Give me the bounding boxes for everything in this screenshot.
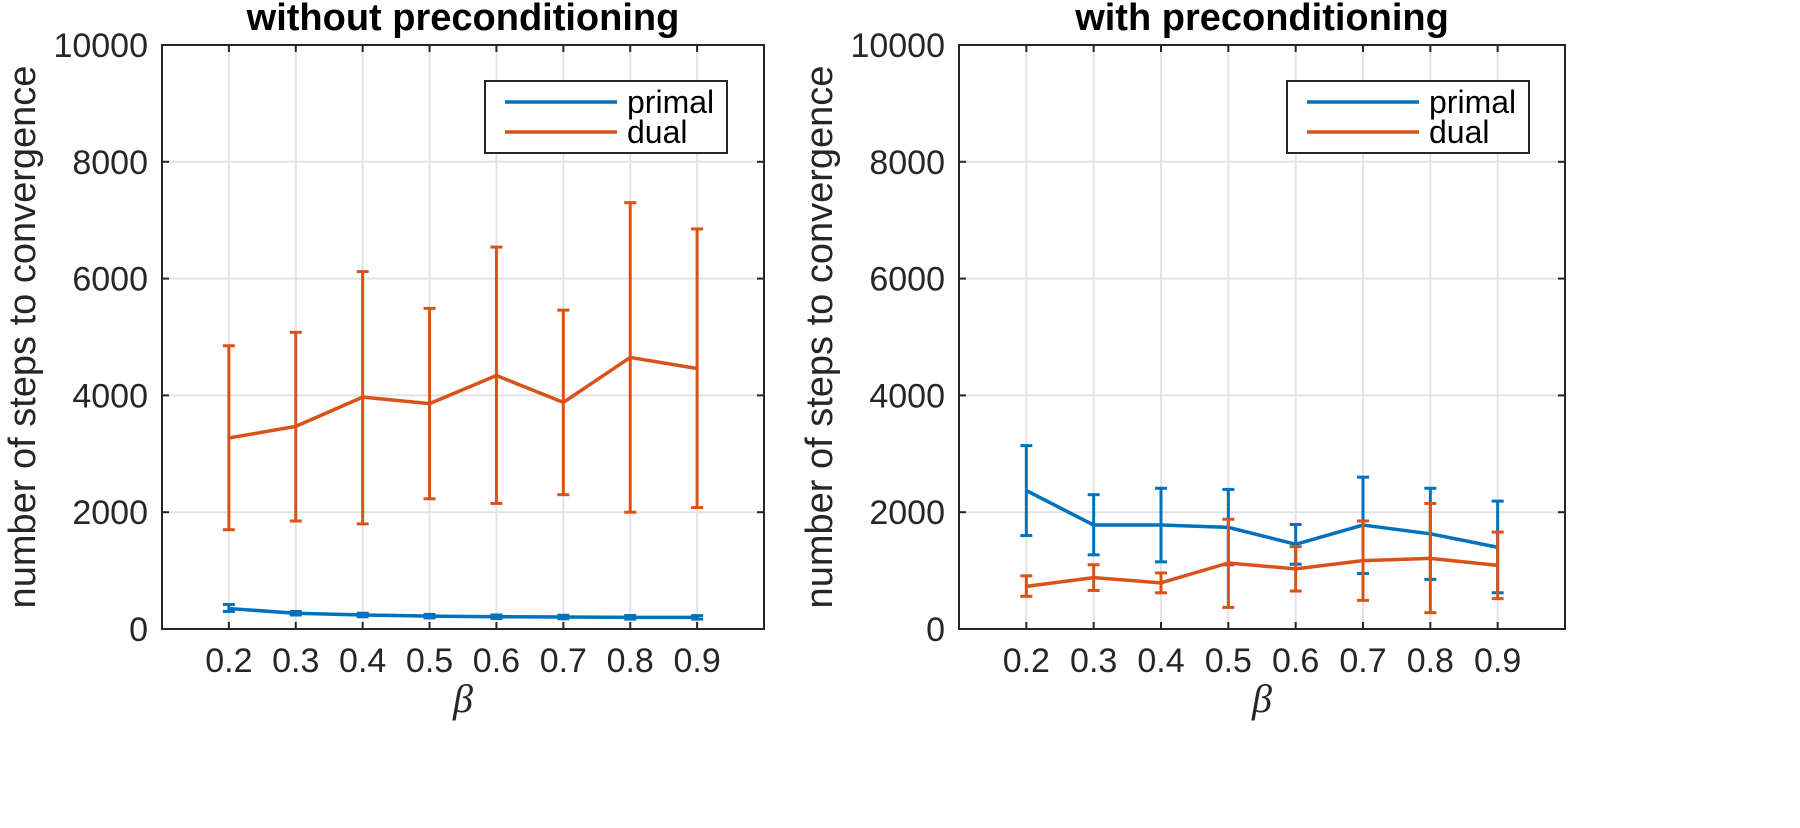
x-tick-label: 0.2	[205, 642, 252, 680]
chart-panel-2: 0.2 0.3 0.4 0.5 0.6 0.7 0.8 0.9 0 2000 4000 6000 800…	[799, 0, 1565, 721]
chart-panel-1: 0.2 0.3 0.4 0.5 0.6 0.7 0.8 0.9 0 2000 4000 6000 800…	[2, 0, 764, 721]
x-tick-label: 0.7	[540, 642, 587, 680]
y-axis-label: number of steps to convergence	[2, 66, 44, 609]
y-tick-label: 4000	[869, 377, 945, 415]
x-tick-label: 0.4	[339, 642, 386, 680]
y-tick-label: 0	[926, 611, 945, 649]
y-tick-label: 8000	[72, 144, 148, 182]
x-tick-label: 0.6	[473, 642, 520, 680]
y-tick-label: 2000	[869, 494, 945, 532]
y-tick-label: 4000	[72, 377, 148, 415]
x-tick-label: 0.3	[272, 642, 319, 680]
x-tick-label: 0.9	[1474, 642, 1521, 680]
legend-label-dual: dual	[1429, 114, 1490, 150]
x-axis-label: β	[452, 676, 473, 721]
x-tick-label: 0.8	[607, 642, 654, 680]
x-tick-label: 0.6	[1272, 642, 1319, 680]
y-tick-label: 10000	[53, 27, 148, 65]
x-axis-label: β	[1251, 676, 1272, 721]
y-tick-label: 2000	[72, 494, 148, 532]
legend-label-dual: dual	[627, 114, 688, 150]
y-axis-label: number of steps to convergence	[799, 66, 841, 609]
y-tick-label: 6000	[869, 261, 945, 299]
y-tick-label: 6000	[72, 261, 148, 299]
x-tick-label: 0.4	[1137, 642, 1184, 680]
x-tick-label: 0.8	[1407, 642, 1454, 680]
y-tick-label: 8000	[869, 144, 945, 182]
chart-title: without preconditioning	[246, 0, 680, 39]
chart-title: with preconditioning	[1074, 0, 1449, 39]
x-tick-label: 0.7	[1339, 642, 1386, 680]
x-tick-label: 0.5	[1205, 642, 1252, 680]
x-tick-label: 0.5	[406, 642, 453, 680]
y-tick-label: 10000	[850, 27, 945, 65]
x-tick-label: 0.3	[1070, 642, 1117, 680]
y-tick-label: 0	[129, 611, 148, 649]
x-tick-label: 0.2	[1003, 642, 1050, 680]
x-tick-label: 0.9	[673, 642, 720, 680]
